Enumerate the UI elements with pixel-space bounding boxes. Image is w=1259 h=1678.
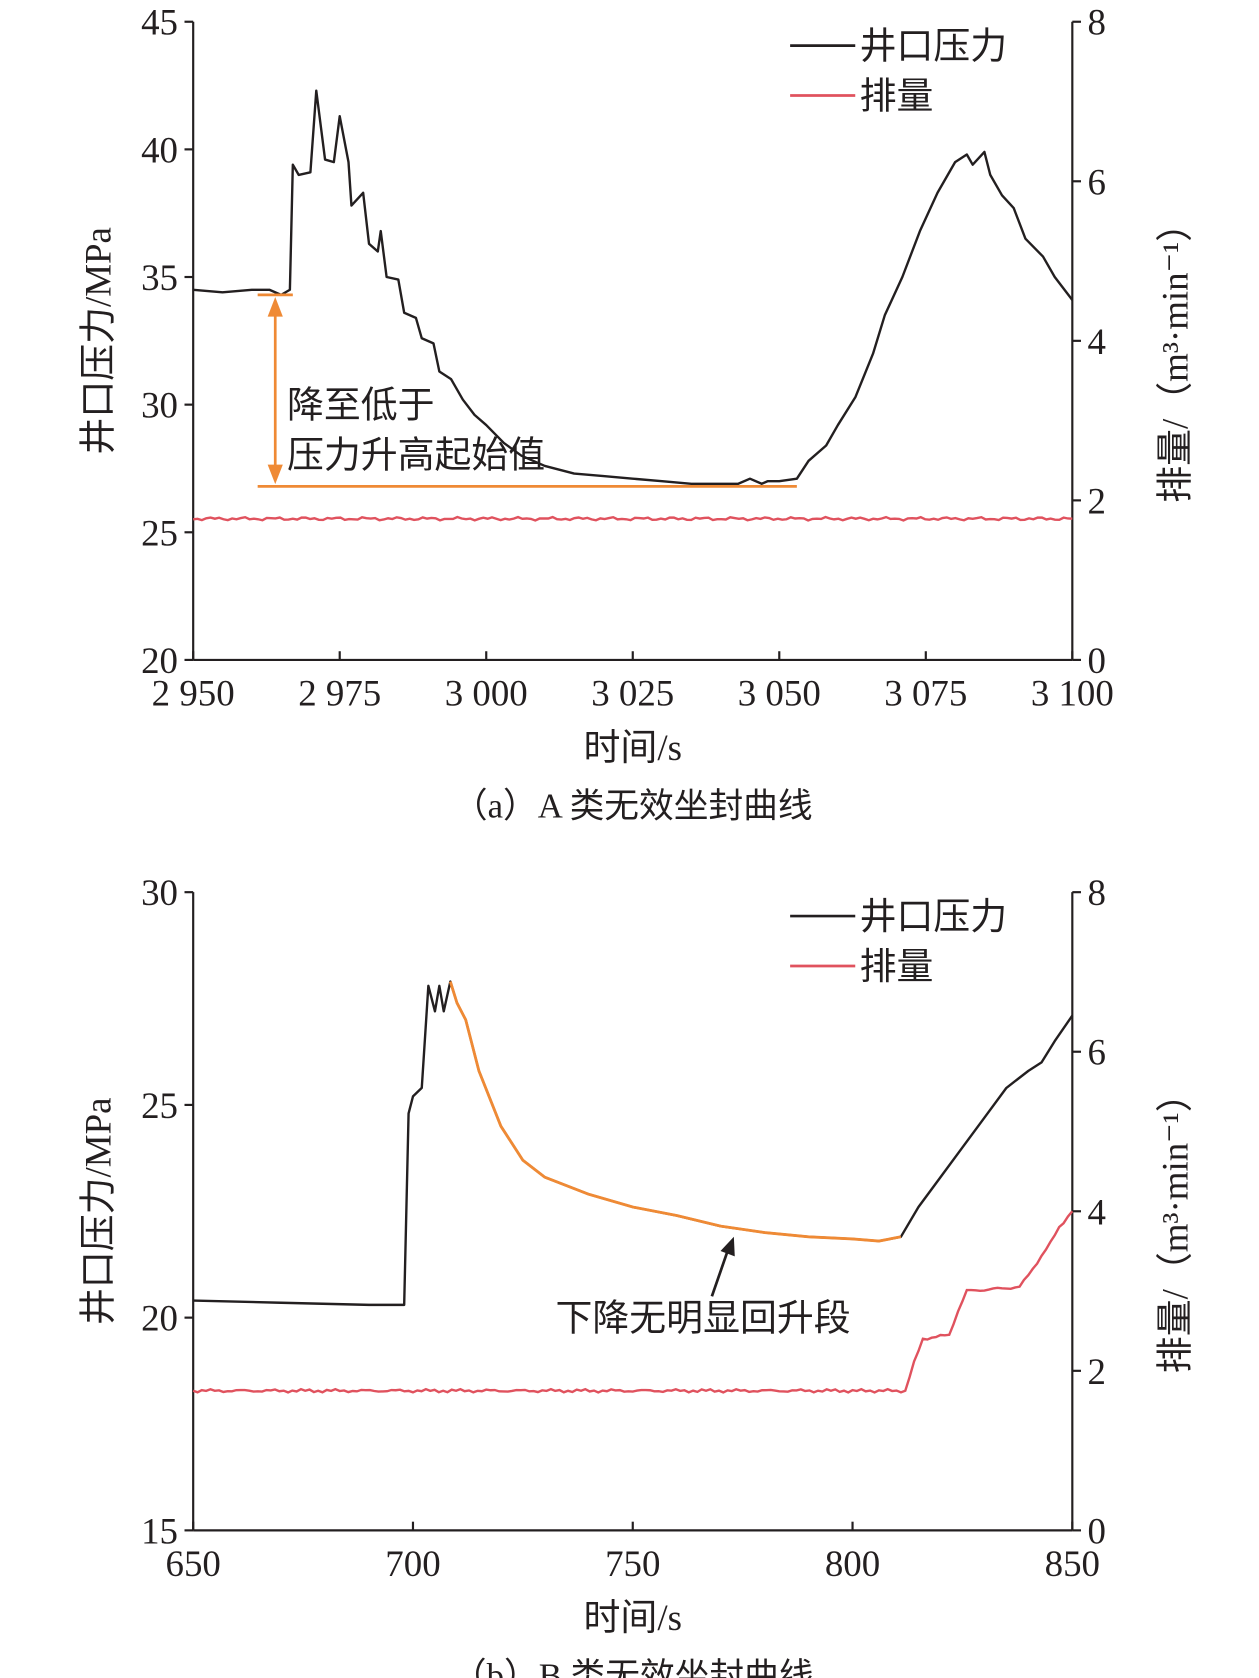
chart-caption: （b）B 类无效坐封曲线 (452, 1657, 814, 1678)
y-tick-label: 40 (141, 129, 178, 170)
legend-pressure-label: 井口压力 (860, 896, 1008, 937)
pressure-series-line (193, 89, 1074, 485)
legend-flow-label: 排量 (860, 76, 934, 117)
y2-tick-label: 6 (1088, 161, 1106, 202)
y-axis-label: 井口压力/MPa (78, 1098, 119, 1326)
y2-tick-label: 8 (1088, 872, 1106, 913)
x-tick-label: 750 (605, 1543, 660, 1584)
y-tick-label: 20 (141, 640, 178, 681)
chart-caption: （a）A 类无效坐封曲线 (453, 786, 813, 825)
x-axis-label: 时间/s (584, 727, 682, 768)
x-axis-label: 时间/s (584, 1597, 682, 1638)
annotation-arrow-head-down (267, 464, 283, 485)
chart-b: 650 700 750 800 850 15 20 25 30 0 2 4 6 8 时间/s 井口压力/MPa… (78, 872, 1196, 1678)
annotation-text: 压力升高起始值 (287, 435, 545, 476)
x-tick-label: 3 000 (445, 673, 528, 714)
chart-a: 2 950 2 975 3 000 3 025 3 050 3 075 3 10020253… (78, 2, 1196, 826)
x-tick-label: 2 975 (298, 673, 381, 714)
y-tick-label: 45 (141, 2, 178, 43)
legend-flow-label: 排量 (860, 946, 934, 987)
x-tick-label: 3 025 (591, 673, 674, 714)
y-tick-label: 15 (141, 1510, 178, 1551)
y-tick-label: 35 (141, 257, 178, 298)
y-tick-label: 30 (141, 872, 178, 913)
y2-axis-label: 排量/（m³·min⁻¹） (1154, 1075, 1195, 1373)
x-tick-label: 850 (1045, 1543, 1100, 1584)
x-tick-label: 3 075 (884, 673, 967, 714)
y-tick-label: 30 (141, 385, 178, 426)
x-tick-label: 2 950 (152, 673, 235, 714)
annotation-text: 降至低于 (287, 385, 435, 426)
y2-tick-label: 2 (1088, 1351, 1106, 1392)
annotation-arrow-head-up (267, 297, 283, 317)
y-tick-label: 20 (141, 1298, 178, 1339)
pressure-highlight-segment (448, 981, 902, 1243)
y-axis-label: 井口压力/MPa (78, 227, 119, 455)
y2-tick-label: 4 (1088, 1191, 1106, 1232)
y2-tick-label: 2 (1088, 480, 1106, 521)
flow-series-line (193, 515, 1073, 522)
y2-tick-label: 6 (1088, 1032, 1106, 1073)
y2-tick-label: 0 (1088, 640, 1106, 681)
y2-tick-label: 0 (1088, 1510, 1106, 1551)
annotation-arrow-head (720, 1236, 735, 1257)
pressure-series-line (193, 980, 1074, 1307)
y-tick-label: 25 (141, 512, 178, 553)
x-tick-label: 3 100 (1031, 673, 1114, 714)
y-tick-label: 25 (141, 1085, 178, 1126)
annotation-text: 下降无明显回升段 (556, 1298, 851, 1339)
y2-tick-label: 8 (1088, 2, 1106, 43)
flow-series-line (192, 1210, 1074, 1394)
x-tick-label: 700 (385, 1543, 440, 1584)
annotation-arrow-shaft (710, 1245, 731, 1297)
legend-pressure-label: 井口压力 (860, 26, 1008, 67)
x-tick-label: 3 050 (738, 673, 821, 714)
y2-tick-label: 4 (1088, 321, 1106, 362)
x-tick-label: 800 (825, 1543, 880, 1584)
y2-axis-label: 排量/（m³·min⁻¹） (1154, 205, 1195, 503)
x-tick-label: 650 (166, 1543, 221, 1584)
